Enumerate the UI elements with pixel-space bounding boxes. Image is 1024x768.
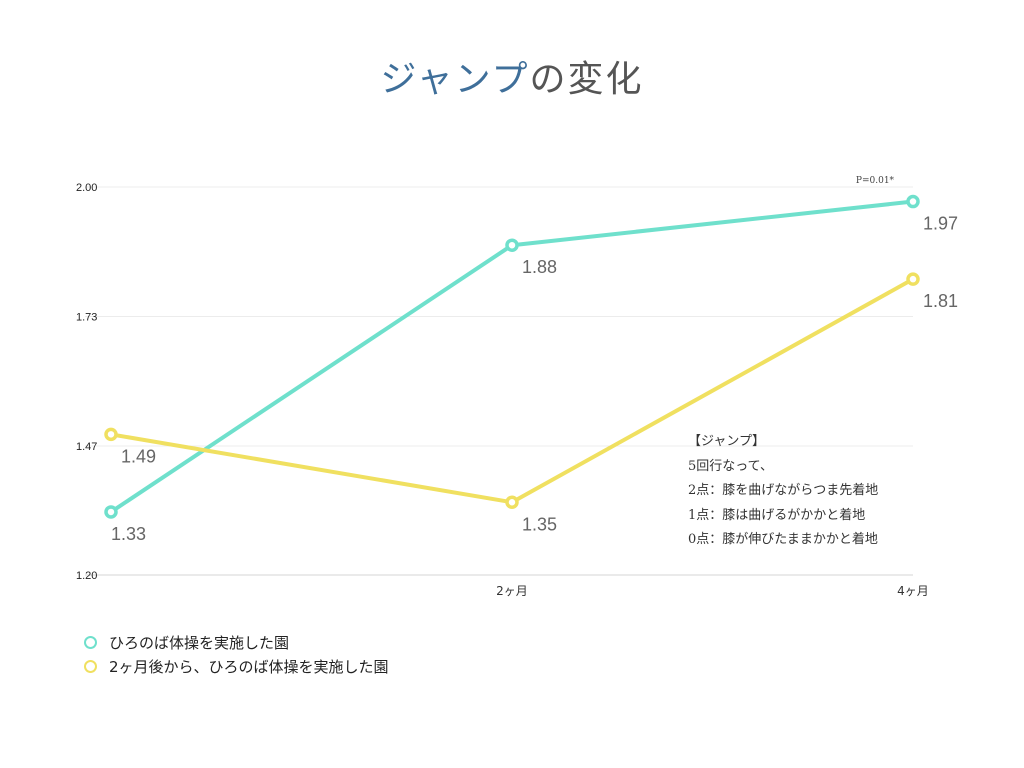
data-point — [906, 194, 920, 209]
data-label: 1.35 — [522, 514, 557, 534]
data-point — [104, 427, 118, 442]
legend: ひろのば体操を実施した園 2ヶ月後から、ひろのば体操を実施した園 — [84, 630, 389, 678]
legend-label: 2ヶ月後から、ひろのば体操を実施した園 — [109, 657, 389, 676]
legend-item-series-1: ひろのば体操を実施した園 — [84, 630, 389, 654]
data-point — [906, 272, 920, 286]
chart-title-part2: の変化 — [529, 59, 644, 100]
note-heading: 【ジャンプ】 — [688, 434, 765, 449]
note-line: 0点：膝が伸びたままかかと着地 — [688, 532, 878, 547]
chart-title: ジャンプの変化 — [0, 50, 1024, 102]
legend-label: ひろのば体操を実施した園 — [109, 633, 290, 652]
annotation-p-value: P=0.01* — [856, 176, 895, 186]
legend-marker-icon — [84, 659, 97, 673]
y-tick-label: 2.00 — [76, 182, 97, 194]
data-label: 1.97 — [923, 214, 958, 234]
y-tick-label: 1.47 — [76, 441, 97, 453]
data-point — [505, 238, 519, 252]
data-label: 1.88 — [522, 257, 557, 277]
note-line: 2点：膝を曲げながらつま先着地 — [688, 483, 879, 498]
data-point — [505, 495, 519, 509]
data-label: 1.33 — [111, 524, 146, 544]
legend-item-series-2: 2ヶ月後から、ひろのば体操を実施した園 — [84, 654, 389, 678]
legend-marker-icon — [84, 635, 97, 649]
note-line: 1点：膝は曲げるがかかと着地 — [688, 507, 866, 523]
chart-title-part1: ジャンプ — [380, 59, 530, 100]
x-tick-label: 4ヶ月 — [897, 584, 929, 598]
data-point — [104, 505, 118, 519]
y-tick-label: 1.73 — [76, 311, 97, 323]
note-line: 5回行なって、 — [688, 458, 773, 474]
x-tick-label: 2ヶ月 — [496, 584, 528, 598]
scoring-note: 【ジャンプ】 5回行なって、 2点：膝を曲げながらつま先着地 1点：膝は曲げるが… — [688, 430, 878, 553]
data-label: 1.49 — [121, 446, 156, 466]
y-tick-label: 1.20 — [76, 570, 97, 582]
data-label: 1.81 — [923, 291, 958, 311]
